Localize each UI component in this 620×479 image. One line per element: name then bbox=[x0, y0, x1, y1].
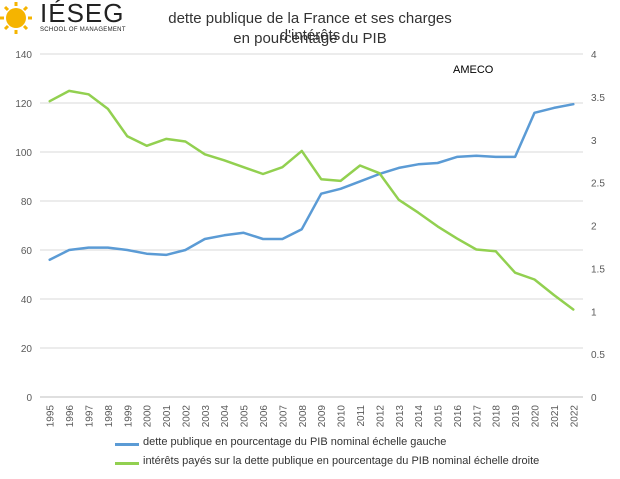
y-left-tick-label: 120 bbox=[15, 99, 32, 110]
y-right-tick-label: 1.5 bbox=[591, 264, 605, 275]
iseg-logo: IÉSEG SCHOOL OF MANAGEMENT bbox=[0, 0, 140, 40]
chart-title: dette publique de la France et ses charg… bbox=[168, 10, 452, 44]
x-tick-label: 2008 bbox=[298, 405, 309, 428]
x-tick-label: 1999 bbox=[123, 405, 134, 428]
series-line-debt bbox=[48, 102, 575, 262]
sun-logo-icon bbox=[0, 2, 32, 34]
y-right-tick-label: 3.5 bbox=[591, 93, 605, 104]
x-tick-label: 2020 bbox=[531, 405, 542, 428]
x-tick-label: 2022 bbox=[569, 405, 580, 428]
y-left-tick-label: 40 bbox=[21, 295, 33, 306]
x-tick-label: 2005 bbox=[240, 405, 251, 428]
x-tick-label: 2014 bbox=[414, 405, 425, 428]
y-right-tick-label: 0 bbox=[591, 393, 597, 404]
x-tick-label: 1996 bbox=[65, 405, 76, 428]
x-tick-label: 2004 bbox=[220, 405, 231, 428]
chart-subtitle: en pourcentage du PIB bbox=[233, 30, 387, 47]
x-tick-label: 2002 bbox=[181, 405, 192, 428]
logo-subline: SCHOOL OF MANAGEMENT bbox=[40, 27, 126, 33]
legend-swatch-interest bbox=[115, 462, 139, 465]
y-left-tick-label: 80 bbox=[21, 197, 33, 208]
x-tick-label: 2007 bbox=[278, 405, 289, 428]
y-right-tick-label: 0.5 bbox=[591, 350, 605, 361]
legend-swatch-debt bbox=[115, 443, 139, 446]
x-tick-label: 1997 bbox=[84, 405, 95, 428]
y-right-tick-label: 4 bbox=[591, 50, 597, 61]
x-tick-label: 2009 bbox=[317, 405, 328, 428]
x-tick-label: 2021 bbox=[550, 405, 561, 428]
logo-wordmark: IÉSEG bbox=[40, 0, 125, 28]
x-tick-label: 2013 bbox=[395, 405, 406, 428]
x-tick-label: 2015 bbox=[434, 405, 445, 428]
x-tick-label: 2001 bbox=[162, 405, 173, 428]
y-right-tick-label: 2 bbox=[591, 222, 597, 233]
y-right-tick-label: 3 bbox=[591, 136, 597, 147]
x-tick-label: 2012 bbox=[375, 405, 386, 428]
x-tick-label: 1998 bbox=[104, 405, 115, 428]
x-tick-label: 2019 bbox=[511, 405, 522, 428]
y-left-tick-label: 0 bbox=[26, 393, 32, 404]
x-tick-label: 2000 bbox=[143, 405, 154, 428]
x-tick-label: 2016 bbox=[453, 405, 464, 428]
x-tick-label: 2011 bbox=[356, 405, 367, 427]
series-line-interest bbox=[48, 89, 575, 311]
y-left-tick-label: 100 bbox=[15, 148, 32, 159]
y-left-tick-label: 140 bbox=[15, 50, 32, 61]
x-tick-label: 2006 bbox=[259, 405, 270, 428]
legend-label-debt: dette publique en pourcentage du PIB nom… bbox=[143, 436, 447, 448]
line-chart: 0 20 40 60 80 100 120 140 0 0.5 1 1.5 2 2.5 3 3.5 4 1995 1… bbox=[15, 50, 605, 428]
x-tick-label: 2017 bbox=[472, 405, 483, 428]
legend-label-interest: intérêts payés sur la dette publique en … bbox=[143, 455, 540, 467]
y-right-tick-label: 2.5 bbox=[591, 179, 605, 190]
source-annotation: AMECO bbox=[453, 64, 494, 76]
x-tick-label: 2010 bbox=[337, 405, 348, 428]
y-left-tick-label: 20 bbox=[21, 344, 33, 355]
y-left-tick-label: 60 bbox=[21, 246, 33, 257]
y-right-tick-label: 1 bbox=[591, 307, 597, 318]
x-tick-label: 2003 bbox=[201, 405, 212, 428]
x-tick-label: 2018 bbox=[492, 405, 503, 428]
x-tick-label: 1995 bbox=[46, 405, 57, 428]
